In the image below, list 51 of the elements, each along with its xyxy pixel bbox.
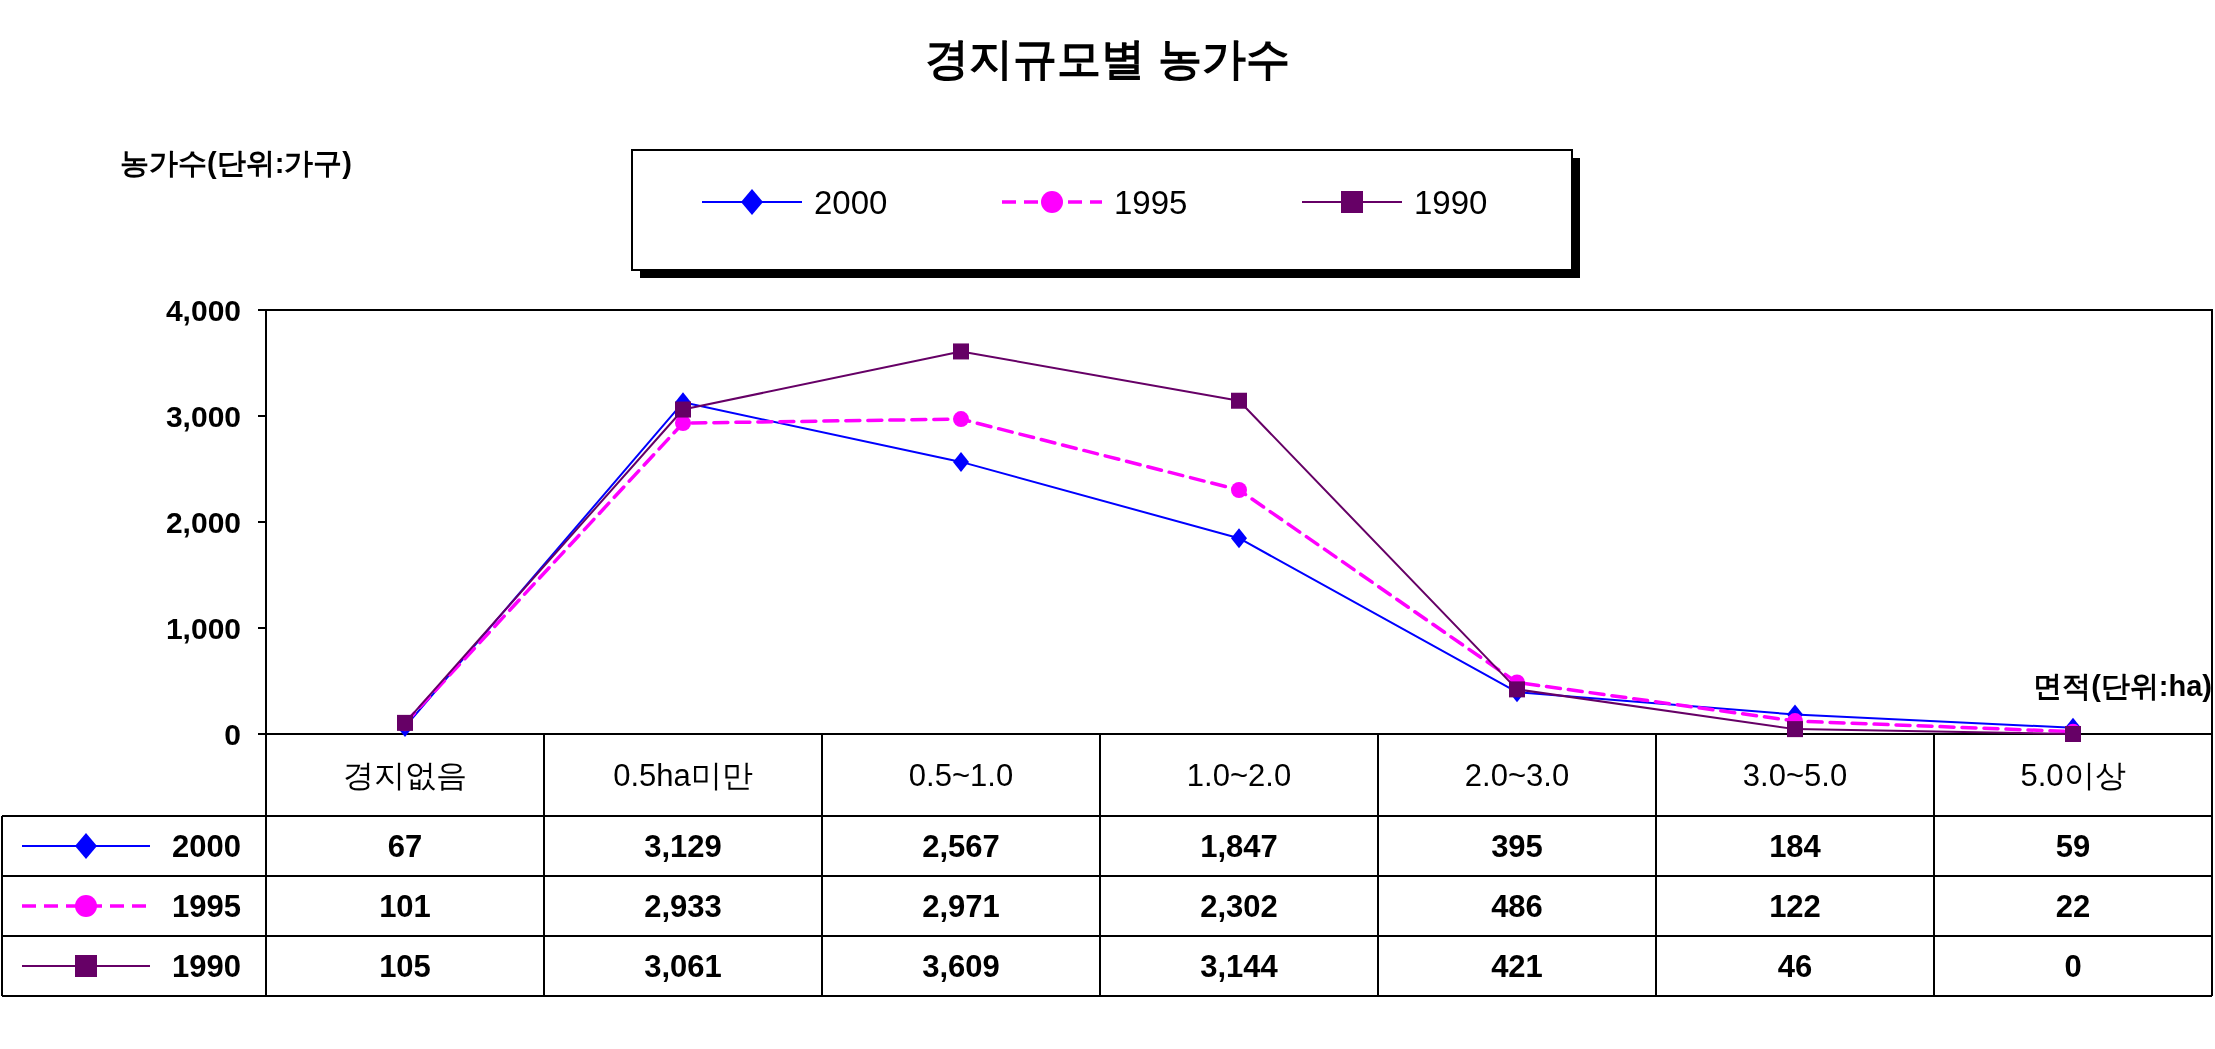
point: [1231, 528, 1247, 549]
data-label: 2,971: [922, 888, 1000, 924]
x-tick-label: 2.0~3.0: [1464, 757, 1570, 793]
x-tick-label: 5.0이상: [2020, 757, 2126, 793]
text: 1990: [172, 948, 241, 984]
x-tick-label: 1.0~2.0: [1186, 757, 1292, 793]
data-label: 2,567: [922, 828, 1000, 864]
point: [675, 401, 691, 418]
point: [953, 411, 969, 428]
data-label: 184: [1769, 828, 1822, 864]
y-tick-label: 2,000: [165, 505, 241, 539]
data-label: 105: [379, 948, 431, 984]
data-label: 2,302: [1200, 888, 1278, 924]
chart-title: 경지규모별 농가수: [925, 33, 1290, 83]
text: 1995: [172, 888, 241, 924]
text: 2000: [172, 828, 241, 864]
data-label: 2,933: [644, 888, 722, 924]
legend-label: 1990: [1414, 183, 1488, 221]
y-axis-title: 농가수(단위:가구): [120, 147, 352, 179]
data-label: 22: [2055, 888, 2091, 924]
y-tick-label: 4,000: [165, 293, 241, 327]
x-tick-label: 경지없음: [343, 757, 467, 793]
data-label: 59: [2055, 828, 2091, 864]
point: [953, 343, 969, 360]
point: [1231, 392, 1247, 409]
data-label: 101: [379, 888, 431, 924]
data-label: 3,061: [644, 948, 722, 984]
x-tick-label: 0.5ha미만: [613, 757, 753, 793]
y-tick-label: 1,000: [165, 611, 241, 645]
legend-label: 2000: [814, 183, 888, 221]
point: [953, 451, 969, 472]
data-label: 3,129: [644, 828, 722, 864]
x-tick-label: 0.5~1.0: [908, 757, 1014, 793]
point: [1787, 721, 1803, 738]
point: [1509, 681, 1525, 698]
legend-label: 1995: [1114, 183, 1188, 221]
data-label: 46: [1777, 948, 1813, 984]
point: [1231, 481, 1247, 498]
data-label: 122: [1769, 888, 1821, 924]
y-tick-label: 3,000: [165, 399, 241, 433]
data-label: 486: [1491, 888, 1543, 924]
data-label: 395: [1491, 828, 1543, 864]
data-label: 0: [2064, 948, 2082, 984]
x-tick-label: 3.0~5.0: [1742, 757, 1848, 793]
x-axis-title: 면적(단위:ha): [2033, 670, 2212, 702]
data-label: 1,847: [1200, 828, 1278, 864]
data-label: 3,609: [922, 948, 1000, 984]
data-label: 67: [387, 828, 423, 864]
y-tick-label: 0: [224, 717, 241, 751]
data-label: 421: [1491, 948, 1543, 984]
data-label: 3,144: [1200, 948, 1279, 984]
